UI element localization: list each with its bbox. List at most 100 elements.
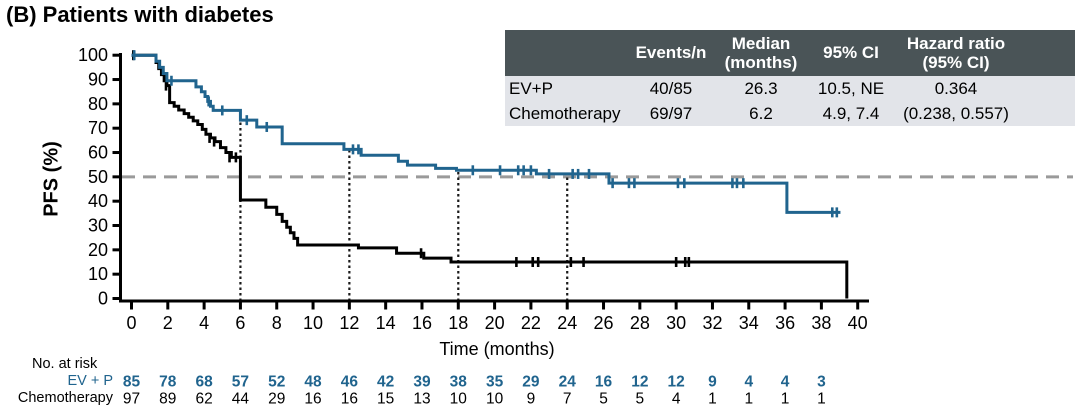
svg-text:24: 24: [557, 313, 577, 333]
panel-title: (B) Patients with diabetes: [6, 2, 274, 27]
svg-text:38: 38: [811, 313, 831, 333]
svg-text:2: 2: [163, 313, 173, 333]
svg-text:20: 20: [88, 240, 108, 260]
svg-text:29: 29: [522, 374, 540, 391]
svg-text:1: 1: [744, 391, 753, 408]
svg-text:78: 78: [159, 374, 177, 391]
risk-row-label-evp: EV + P: [67, 373, 113, 389]
svg-text:29: 29: [268, 391, 285, 408]
header-95ci: 95% CI: [823, 43, 879, 63]
svg-text:26: 26: [594, 313, 614, 333]
results-table-header: Events/n Median (months) 95% CI Hazard r…: [505, 30, 1075, 76]
svg-text:1: 1: [708, 391, 717, 408]
svg-text:62: 62: [195, 391, 212, 408]
svg-text:9: 9: [527, 391, 536, 408]
reference-lines: [122, 120, 1073, 301]
svg-text:44: 44: [232, 391, 250, 408]
svg-text:3: 3: [817, 374, 826, 391]
svg-text:50: 50: [88, 167, 108, 187]
svg-text:1: 1: [781, 391, 790, 408]
svg-text:10: 10: [486, 391, 504, 408]
hazard-ratio-value: 0.364: [934, 79, 978, 98]
svg-text:10: 10: [88, 264, 108, 284]
results-table: Events/n Median (months) 95% CI Hazard r…: [505, 30, 1075, 126]
svg-text:52: 52: [268, 374, 285, 391]
header-median: Median (months): [724, 33, 798, 72]
risk-numbers-chemotherapy: 97 89 62 44 29 16 16 15 13 10 10 9 7 5 5 4 1 1 1 1: [123, 391, 826, 408]
svg-text:22: 22: [521, 313, 541, 333]
x-axis-title: Time (months): [439, 339, 555, 359]
hazard-ratio-value: (0.238, 0.557): [903, 104, 1009, 123]
svg-text:20: 20: [485, 313, 505, 333]
svg-text:15: 15: [377, 391, 394, 408]
svg-text:34: 34: [739, 313, 759, 333]
svg-text:97: 97: [123, 391, 140, 408]
svg-text:39: 39: [413, 374, 431, 391]
svg-text:12: 12: [339, 313, 359, 333]
table-row-evp: EV+P 40/85 26.3 10.5, NE 0.364: [505, 76, 1075, 101]
svg-text:35: 35: [486, 374, 504, 391]
svg-text:48: 48: [304, 374, 322, 391]
events-n-value: 69/97: [649, 104, 693, 123]
svg-text:14: 14: [376, 313, 396, 333]
svg-text:12: 12: [631, 374, 648, 391]
svg-text:8: 8: [272, 313, 282, 333]
km-curve-chemotherapy: [131, 50, 849, 299]
svg-text:100: 100: [78, 45, 108, 65]
header-hazard-ratio: Hazard ratio (95% CI): [906, 33, 1006, 72]
svg-text:5: 5: [636, 391, 645, 408]
median-value: 26.3: [744, 79, 778, 98]
svg-text:85: 85: [123, 374, 141, 391]
svg-text:40: 40: [848, 313, 868, 333]
risk-numbers-evp: 85 78 68 57 52 48 46 42 39 38 35 29 24 16 12 12 9 4 4 3: [123, 374, 826, 391]
svg-text:0: 0: [98, 289, 108, 309]
svg-text:5: 5: [599, 391, 608, 408]
svg-text:32: 32: [702, 313, 722, 333]
svg-text:30: 30: [88, 216, 108, 236]
risk-row-label-chemotherapy: Chemotherapy: [17, 390, 113, 406]
svg-text:18: 18: [448, 313, 468, 333]
y-axis-title: PFS (%): [40, 141, 63, 217]
svg-text:57: 57: [232, 374, 249, 391]
svg-text:0: 0: [126, 313, 136, 333]
svg-text:38: 38: [450, 374, 468, 391]
median-value: 6.2: [749, 104, 773, 123]
svg-text:42: 42: [377, 374, 394, 391]
svg-text:4: 4: [744, 374, 753, 391]
svg-text:12: 12: [668, 374, 685, 391]
svg-text:80: 80: [88, 94, 108, 114]
svg-text:16: 16: [341, 391, 358, 408]
header-events-n: Events/n: [635, 43, 707, 63]
svg-text:1: 1: [817, 391, 826, 408]
svg-text:16: 16: [412, 313, 432, 333]
table-row-chemotherapy: Chemotherapy 69/97 6.2 4.9, 7.4 (0.238, …: [505, 101, 1075, 126]
svg-text:4: 4: [672, 391, 681, 408]
km-curve-ev-p: [131, 50, 841, 218]
svg-text:24: 24: [559, 374, 577, 391]
events-n-value: 40/85: [649, 79, 693, 98]
svg-text:68: 68: [195, 374, 213, 391]
svg-text:10: 10: [303, 313, 323, 333]
header-group: [505, 30, 625, 76]
svg-text:4: 4: [781, 374, 790, 391]
ci-value: 10.5, NE: [817, 79, 885, 98]
svg-text:9: 9: [708, 374, 717, 391]
svg-text:40: 40: [88, 191, 108, 211]
no-at-risk-label: No. at risk: [32, 356, 98, 372]
svg-text:90: 90: [88, 70, 108, 90]
svg-text:60: 60: [88, 143, 108, 163]
svg-text:6: 6: [235, 313, 245, 333]
svg-text:13: 13: [413, 391, 430, 408]
svg-text:46: 46: [341, 374, 359, 391]
svg-text:30: 30: [666, 313, 686, 333]
svg-text:4: 4: [199, 313, 209, 333]
svg-text:10: 10: [450, 391, 468, 408]
svg-text:7: 7: [563, 391, 572, 408]
svg-text:89: 89: [159, 391, 176, 408]
svg-text:36: 36: [775, 313, 795, 333]
svg-text:16: 16: [595, 374, 613, 391]
svg-text:28: 28: [630, 313, 650, 333]
